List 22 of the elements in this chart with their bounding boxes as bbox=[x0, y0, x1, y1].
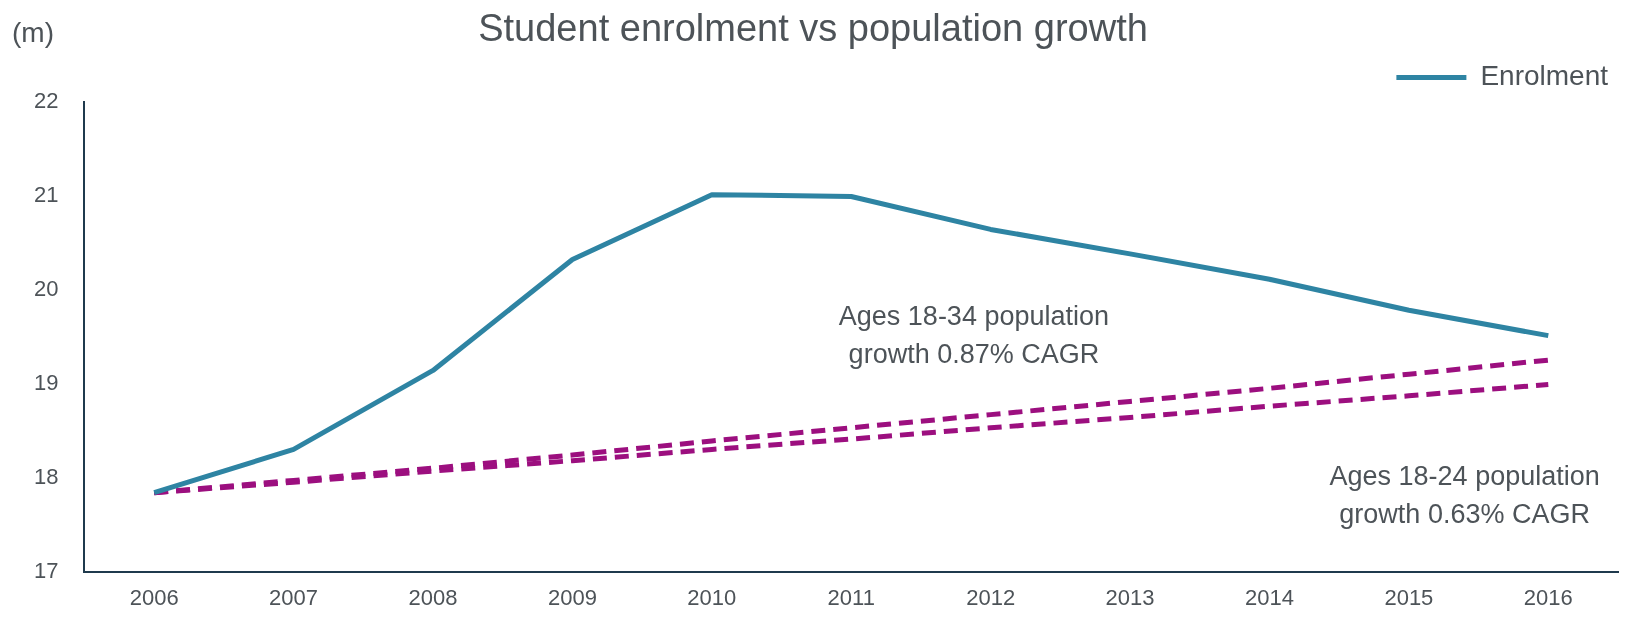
y-tick-label: 21 bbox=[33, 181, 59, 207]
y-tick-label: 22 bbox=[33, 87, 59, 113]
chart-title: Student enrolment vs population growth bbox=[478, 7, 1148, 50]
x-tick-label: 2009 bbox=[547, 584, 597, 610]
x-tick-label: 2014 bbox=[1244, 584, 1294, 610]
legend-label: Enrolment bbox=[1480, 60, 1609, 92]
y-tick-label: 18 bbox=[33, 463, 59, 489]
x-tick-label: 2011 bbox=[827, 584, 875, 610]
y-tick-label: 17 bbox=[33, 557, 59, 583]
annotation: Ages 18-34 population growth 0.87% CAGR bbox=[838, 301, 1110, 370]
y-tick-label: 20 bbox=[33, 275, 59, 301]
x-tick-label: 2015 bbox=[1384, 584, 1434, 610]
x-tick-label: 2012 bbox=[966, 584, 1016, 610]
x-tick-label: 2010 bbox=[687, 584, 737, 610]
x-tick-label: 2008 bbox=[408, 584, 458, 610]
x-tick-label: 2007 bbox=[269, 584, 319, 610]
x-tick-label: 2006 bbox=[129, 584, 179, 610]
x-tick-label: 2016 bbox=[1523, 584, 1573, 610]
annotation: Ages 18-24 population growth 0.63% CAGR bbox=[1329, 460, 1600, 529]
x-tick-label: 2013 bbox=[1105, 584, 1155, 610]
y-tick-label: 19 bbox=[33, 369, 59, 395]
y-axis-title: (m) bbox=[12, 16, 54, 48]
